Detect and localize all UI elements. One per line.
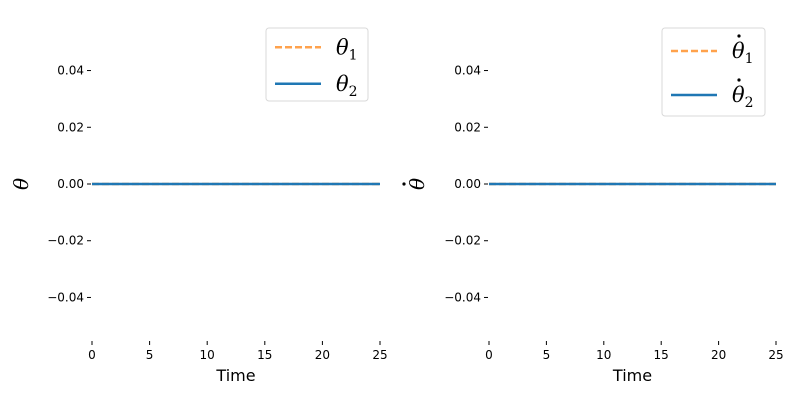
x-tick-label: 20 — [711, 348, 726, 362]
y-tick-label: 0.04 — [57, 64, 84, 78]
x-tick-label: 5 — [146, 348, 154, 362]
x-tick-label: 25 — [372, 348, 387, 362]
x-tick-label: 10 — [596, 348, 611, 362]
x-tick-label: 20 — [315, 348, 330, 362]
y-axis-label: θ — [9, 178, 33, 190]
y-axis-label: θ — [402, 178, 429, 190]
y-tick-label: −0.04 — [444, 290, 481, 304]
y-tick-label: −0.02 — [444, 234, 481, 248]
y-tick-label: 0.04 — [454, 64, 481, 78]
y-tick-label: −0.02 — [47, 234, 84, 248]
y-tick-label: 0.00 — [454, 177, 481, 191]
x-axis-label: Time — [215, 366, 255, 385]
svg-text:θ: θ — [405, 178, 429, 190]
x-tick-label: 10 — [200, 348, 215, 362]
x-tick-label: 5 — [543, 348, 551, 362]
x-axis-label: Time — [612, 366, 652, 385]
dot-accent — [402, 182, 406, 186]
dot-accent — [737, 34, 741, 38]
subplot-1: 0.04 0.02 0.00 −0.02 −0.04 0 5 10 15 20 25 Time θ θ1θ… — [9, 27, 388, 385]
y-tick-label: 0.02 — [454, 120, 481, 134]
y-tick-label: 0.02 — [57, 120, 84, 134]
x-tick-label: 25 — [768, 348, 783, 362]
x-tick-label: 15 — [654, 348, 669, 362]
x-tick-label: 0 — [88, 348, 96, 362]
dot-accent — [737, 78, 741, 82]
subplot-2: 0.04 0.02 0.00 −0.02 −0.04 0 5 10 15 20 25 Time θ θ1θ… — [402, 27, 784, 385]
x-tick-label: 0 — [485, 348, 493, 362]
svg-text:θ: θ — [9, 178, 33, 190]
y-tick-label: −0.04 — [47, 290, 84, 304]
x-tick-label: 15 — [257, 348, 272, 362]
y-tick-label: 0.00 — [57, 177, 84, 191]
